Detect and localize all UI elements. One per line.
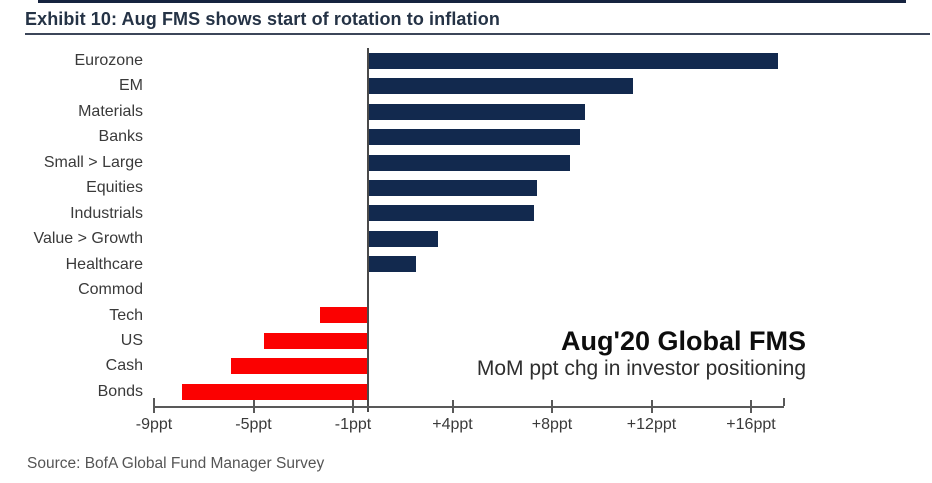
category-label: Materials [78, 102, 143, 120]
category-label: Small > Large [43, 153, 143, 171]
bar [368, 78, 634, 95]
chart-title: Aug'20 Global FMS [561, 326, 806, 356]
tick-label: +4ppt [432, 416, 473, 433]
tick-label: +8ppt [531, 416, 573, 433]
category-label: US [120, 331, 143, 349]
exhibit-title: Exhibit 10: Aug FMS shows start of rotat… [25, 9, 500, 29]
tick-mark [650, 400, 653, 413]
tick-label: -1ppt [334, 416, 372, 433]
tick-mark [153, 400, 155, 413]
tick-mark [551, 400, 553, 413]
bar [368, 230, 438, 247]
chart-annotation: Aug'20 Global FMS MoM ppt chg in investo… [477, 326, 806, 382]
chart-subtitle: MoM ppt chg in investor positioning [476, 357, 806, 380]
tick-label: -9ppt [135, 416, 173, 433]
bar [368, 129, 581, 146]
category-label: Cash [105, 357, 143, 375]
tick-mark [352, 400, 354, 413]
bar [368, 205, 535, 222]
category-label: Healthcare [65, 255, 143, 273]
bar [368, 154, 571, 171]
category-label: Industrials [70, 204, 143, 222]
tick-mark [252, 400, 255, 413]
tick-label: +16ppt [726, 416, 776, 433]
x-axis-line [153, 406, 784, 408]
top-crop-line [38, 0, 906, 3]
bar [368, 52, 778, 69]
axis-endcap [783, 398, 785, 406]
category-label: Bonds [97, 382, 143, 400]
category-label: Tech [109, 306, 143, 324]
category-label: Equities [86, 179, 143, 197]
category-label: Banks [98, 128, 143, 146]
bar [264, 332, 368, 349]
bar [182, 383, 368, 400]
axis-endcap [153, 398, 155, 406]
bar [368, 103, 585, 120]
source-note: Source: BofA Global Fund Manager Survey [27, 455, 325, 472]
category-label: Value > Growth [33, 230, 143, 248]
tick-mark [750, 400, 752, 413]
bar [368, 179, 537, 196]
category-label: EM [119, 77, 143, 95]
tick-label: -5ppt [235, 416, 272, 433]
category-label: Commod [78, 281, 143, 299]
category-label: Eurozone [74, 52, 144, 69]
title-rule [25, 33, 930, 35]
bar [230, 358, 368, 375]
bar [368, 256, 417, 273]
bar [319, 307, 368, 324]
tick-label: +12ppt [626, 416, 677, 433]
zero-baseline [367, 48, 369, 412]
tick-mark [451, 400, 454, 413]
fms-rotation-bar-chart: Eurozone EM Materials Banks Small > Large Equ… [33, 48, 806, 433]
